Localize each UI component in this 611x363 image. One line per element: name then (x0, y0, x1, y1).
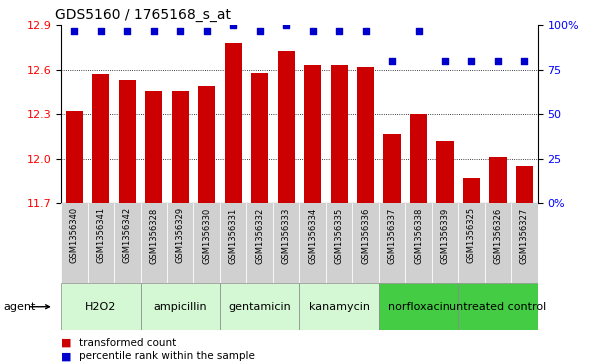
Text: GSM1356338: GSM1356338 (414, 207, 423, 264)
Bar (220, 283, 299, 330)
Point (255, 28, 265, 34)
Text: GSM1356329: GSM1356329 (176, 207, 185, 264)
Point (308, 28, 318, 34)
Bar (66, 111, 83, 203)
Text: percentile rank within the sample: percentile rank within the sample (79, 351, 255, 362)
Point (519, 58, 529, 64)
Text: GSM1356335: GSM1356335 (335, 207, 343, 264)
Bar (225, 43, 242, 203)
Bar (145, 91, 163, 203)
Text: H2O2: H2O2 (85, 302, 117, 312)
Text: ■: ■ (61, 351, 71, 362)
Text: GSM1356336: GSM1356336 (361, 207, 370, 264)
Text: untreated control: untreated control (449, 302, 547, 312)
Bar (299, 203, 326, 283)
Text: GSM1356341: GSM1356341 (97, 207, 105, 264)
Bar (299, 283, 379, 330)
Bar (458, 283, 538, 330)
Text: transformed count: transformed count (79, 338, 177, 348)
Point (122, 28, 132, 34)
Text: GSM1356334: GSM1356334 (308, 207, 317, 264)
Bar (167, 203, 194, 283)
Text: GSM1356333: GSM1356333 (282, 207, 291, 264)
Bar (485, 203, 511, 283)
Text: GSM1356339: GSM1356339 (441, 207, 450, 264)
Bar (92, 74, 109, 203)
Text: GSM1356328: GSM1356328 (149, 207, 158, 264)
Point (334, 28, 344, 34)
Bar (379, 203, 405, 283)
Point (149, 28, 159, 34)
Bar (511, 203, 538, 283)
Bar (119, 80, 136, 203)
Bar (436, 141, 453, 203)
Bar (405, 203, 432, 283)
Bar (251, 73, 268, 203)
Point (229, 23, 238, 28)
Text: ampicillin: ampicillin (153, 302, 207, 312)
Bar (246, 203, 273, 283)
Text: GSM1356327: GSM1356327 (520, 207, 529, 264)
Point (96, 28, 106, 34)
Bar (379, 283, 458, 330)
Bar (463, 178, 480, 203)
Text: GSM1356330: GSM1356330 (202, 207, 211, 264)
Bar (384, 134, 401, 203)
Bar (489, 157, 507, 203)
Text: gentamicin: gentamicin (229, 302, 291, 312)
Text: GSM1356325: GSM1356325 (467, 207, 476, 264)
Bar (331, 65, 348, 203)
Text: norfloxacin: norfloxacin (387, 302, 450, 312)
Bar (304, 65, 321, 203)
Bar (277, 50, 295, 203)
Bar (458, 203, 485, 283)
Point (493, 58, 503, 64)
Bar (353, 203, 379, 283)
Point (202, 28, 211, 34)
Point (360, 28, 370, 34)
Text: GSM1356326: GSM1356326 (494, 207, 502, 264)
Bar (172, 91, 189, 203)
Bar (198, 86, 215, 203)
Bar (87, 203, 114, 283)
Text: kanamycin: kanamycin (309, 302, 370, 312)
Text: GDS5160 / 1765168_s_at: GDS5160 / 1765168_s_at (55, 8, 231, 22)
Bar (114, 203, 141, 283)
Point (414, 28, 423, 34)
Bar (432, 203, 458, 283)
Point (70, 28, 79, 34)
Bar (220, 203, 246, 283)
Bar (273, 203, 299, 283)
Bar (141, 283, 220, 330)
Bar (516, 166, 533, 203)
Text: GSM1356331: GSM1356331 (229, 207, 238, 264)
Text: ■: ■ (61, 338, 71, 348)
Text: GSM1356332: GSM1356332 (255, 207, 264, 264)
Bar (141, 203, 167, 283)
Text: GSM1356342: GSM1356342 (123, 207, 132, 264)
Text: agent: agent (3, 302, 35, 312)
Point (281, 23, 291, 28)
Point (387, 58, 397, 64)
Bar (194, 203, 220, 283)
Point (175, 28, 185, 34)
Bar (410, 114, 427, 203)
Bar (357, 67, 374, 203)
Point (440, 58, 450, 64)
Bar (326, 203, 353, 283)
Text: GSM1356340: GSM1356340 (70, 207, 79, 264)
Text: GSM1356337: GSM1356337 (387, 207, 397, 264)
Point (467, 58, 477, 64)
Bar (61, 203, 87, 283)
Bar (61, 283, 141, 330)
